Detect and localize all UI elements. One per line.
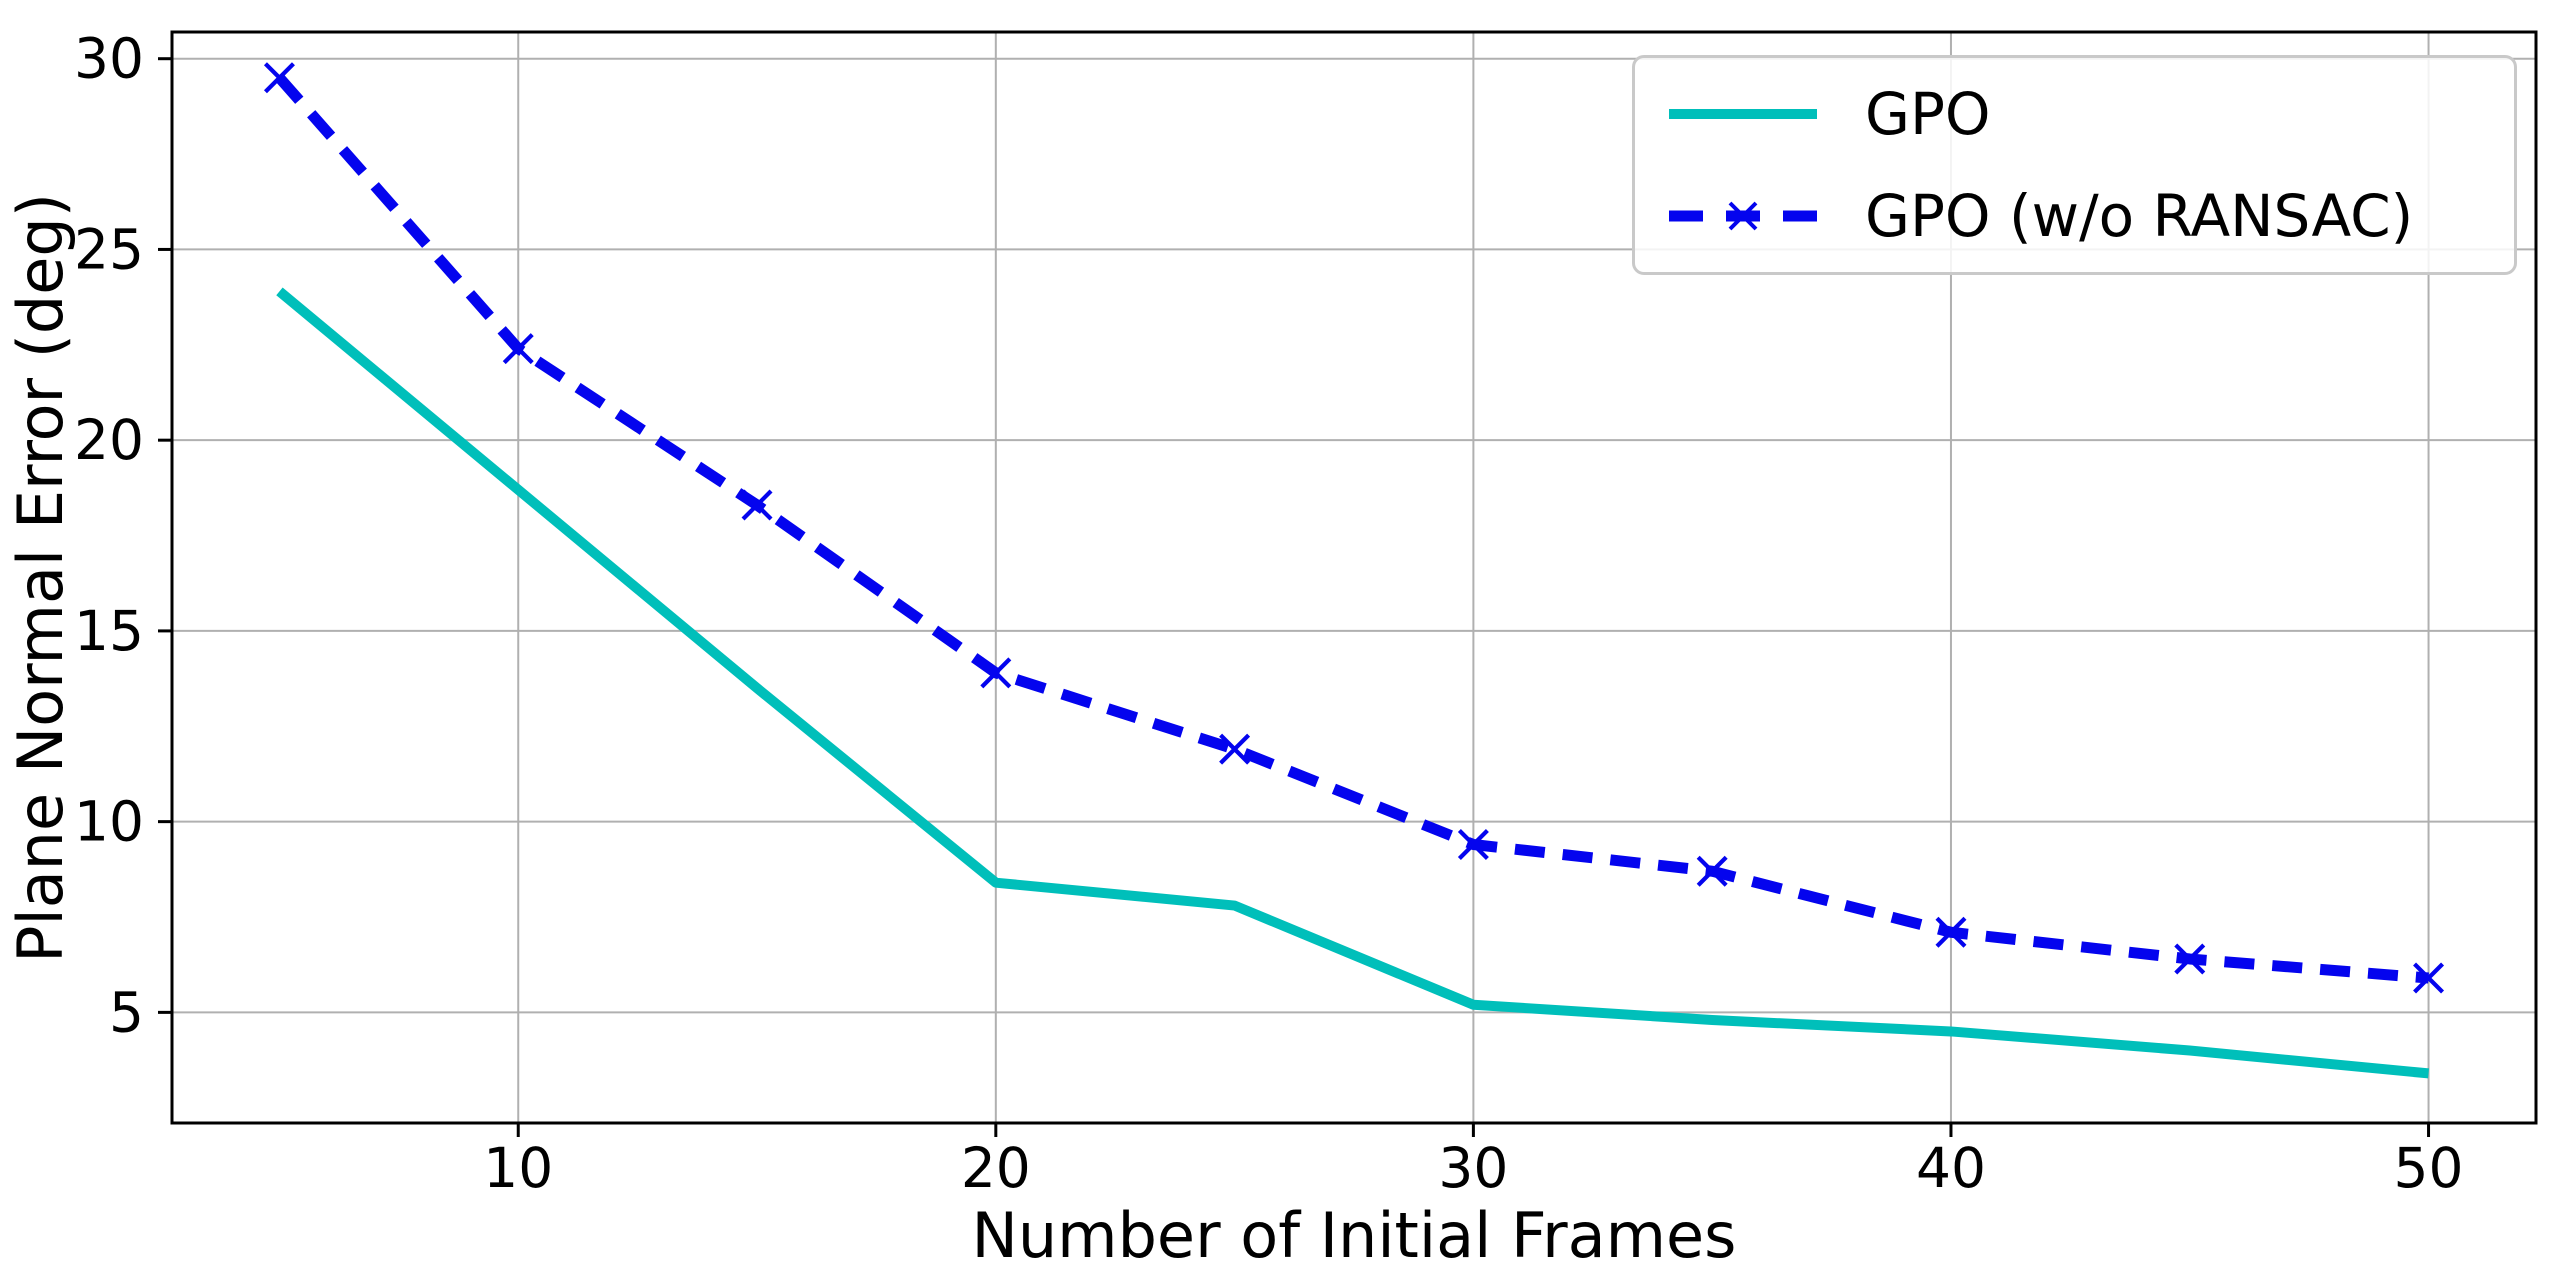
svg-text:30: 30 (1438, 1136, 1508, 1200)
y-axis-label: Plane Normal Error (deg) (4, 193, 77, 963)
plot-border (170, 30, 2538, 1125)
svg-text:30: 30 (74, 27, 144, 91)
svg-text:10: 10 (74, 790, 144, 854)
svg-text:25: 25 (74, 217, 144, 281)
x-axis-label: Number of Initial Frames (972, 1199, 1737, 1272)
svg-text:20: 20 (961, 1136, 1031, 1200)
data-series (263, 62, 2445, 1079)
legend: GPO GPO (w/o RANSAC) (1632, 55, 2517, 275)
legend-line-sample-gpo-wo-ransac (1669, 201, 1817, 231)
svg-text:20: 20 (74, 408, 144, 472)
legend-label-gpo-wo-ransac: GPO (w/o RANSAC) (1865, 182, 2414, 250)
svg-text:40: 40 (1916, 1136, 1986, 1200)
axis-ticks: 10 20 30 40 50 5 10 15 20 25 30 (74, 27, 2464, 1200)
legend-entry-gpo-wo-ransac: GPO (w/o RANSAC) (1663, 170, 2486, 262)
legend-entry-gpo: GPO (1663, 68, 2486, 160)
svg-text:50: 50 (2394, 1136, 2464, 1200)
legend-label-gpo: GPO (1865, 80, 1991, 148)
legend-line-sample-gpo (1669, 109, 1817, 119)
svg-text:5: 5 (109, 980, 144, 1044)
svg-text:15: 15 (74, 599, 144, 663)
svg-text:10: 10 (483, 1136, 553, 1200)
